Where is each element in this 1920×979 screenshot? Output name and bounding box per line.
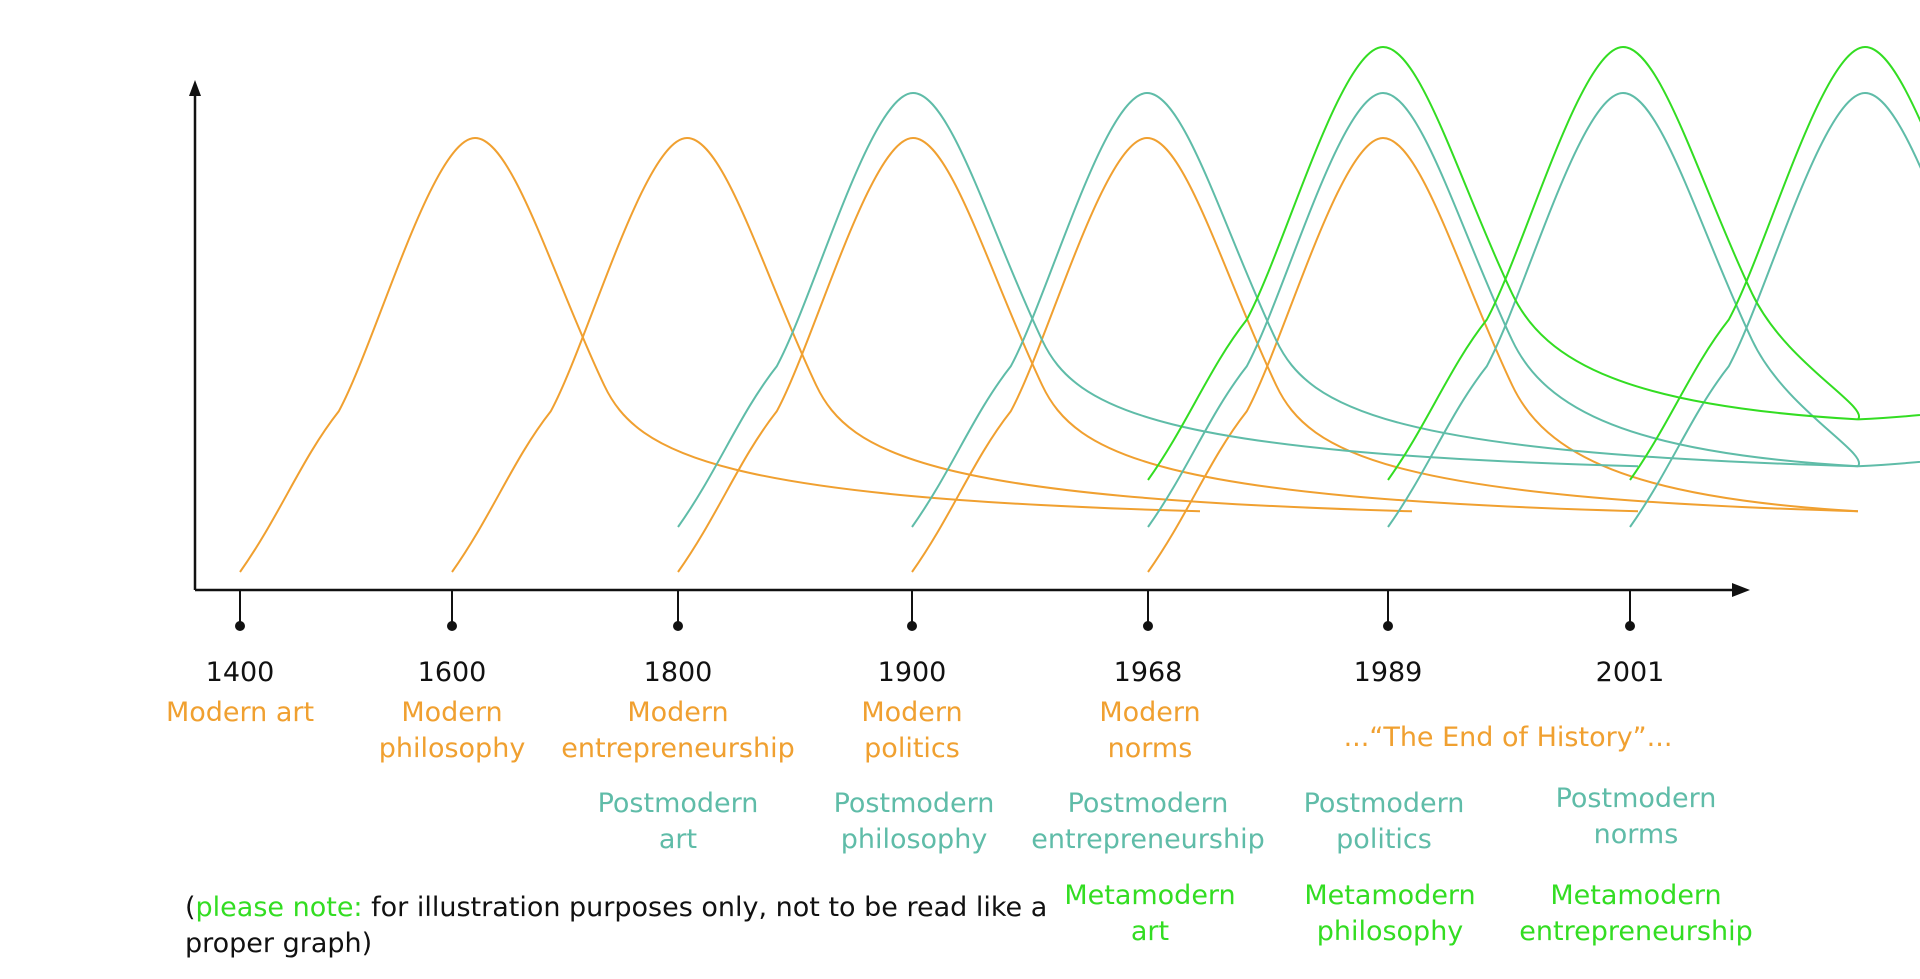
ticks-layer [235,590,1635,631]
curve-metamodern-entrepreneurship [1629,45,1920,481]
note-highlight: please note: [195,892,363,923]
modern-entrepreneurship-line-1: Modern [627,697,729,728]
curve-modern-politics [911,136,1859,573]
postmodern-philosophy-label: Postmodern philosophy [834,786,995,858]
y-axis-arrow [189,80,201,96]
tick-dot-1968 [1143,621,1153,631]
modern-politics-line-2: politics [864,733,960,764]
metamodern-philosophy-line-2: philosophy [1316,916,1464,947]
tick-dot-1800 [673,621,683,631]
note-open-paren: ( [185,892,196,923]
curve-modern-art [239,136,1201,573]
curve-metamodern-philosophy [1387,45,1861,481]
curve-modern-philosophy [451,136,1413,573]
modern-politics-label: Modern politics [861,695,962,767]
metamodern-art-label: Metamodern art [1064,878,1235,950]
curve-modern-norms [1147,136,1859,573]
postmodern-politics-label: Postmodern politics [1304,786,1465,858]
modern-entrepreneurship-line-2: entrepreneurship [561,733,795,764]
tick-dot-1900 [907,621,917,631]
postmodern-art-line-2: art [658,824,698,855]
postmodern-norms-line-1: Postmodern [1555,783,1717,814]
year-label-2001: 2001 [1595,657,1665,688]
modern-norms-label: Modern norms [1099,695,1200,767]
curves-layer [239,45,1920,573]
postmodern-entrepreneurship-line-2: entrepreneurship [1031,824,1265,855]
year-label-1800: 1800 [643,657,713,688]
postmodern-politics-line-1: Postmodern [1303,788,1465,819]
metamodern-entrepreneurship-line-1: Metamodern [1550,880,1722,911]
postmodern-art-label: Postmodern art [598,786,759,858]
year-label-1900: 1900 [877,657,947,688]
year-label-1400: 1400 [205,657,275,688]
tick-dot-2001 [1625,621,1635,631]
modern-philosophy-label: Modern philosophy [379,695,526,767]
modern-philosophy-line-1: Modern [401,697,503,728]
modern-norms-line-2: norms [1107,733,1193,764]
modern-art-label: Modern art [166,695,314,731]
modern-entrepreneurship-label: Modern entrepreneurship [561,695,794,767]
postmodern-philosophy-line-1: Postmodern [833,788,995,819]
metamodern-art-line-2: art [1130,916,1170,947]
metamodern-art-line-1: Metamodern [1064,880,1236,911]
curve-postmodern-philosophy [911,91,1859,528]
postmodern-entrepreneurship-label: Postmodern entrepreneurship [1031,786,1264,858]
illustration-note: (please note: for illustration purposes … [185,890,1047,962]
tick-dot-1400 [235,621,245,631]
curve-postmodern-politics [1387,91,1861,528]
x-axis-arrow [1732,583,1750,597]
modern-norms-line-1: Modern [1099,697,1201,728]
end-of-history-label: ...“The End of History”... [1343,722,1673,753]
postmodern-politics-line-2: politics [1336,824,1432,855]
note-line-1: (please note: for illustration purposes … [185,890,1047,926]
note-line-1-rest: for illustration purposes only, not to b… [362,892,1048,923]
postmodern-norms-line-2: norms [1593,819,1679,850]
note-line-2: proper graph) [185,928,373,959]
curve-postmodern-art [677,91,1639,528]
tick-dot-1600 [447,621,457,631]
year-label-1968: 1968 [1113,657,1183,688]
modern-philosophy-line-2: philosophy [378,733,526,764]
postmodern-art-line-1: Postmodern [597,788,759,819]
postmodern-norms-label: Postmodern norms [1556,781,1717,853]
tick-dot-1989 [1383,621,1393,631]
curve-metamodern-art [1147,45,1859,481]
curve-postmodern-entrepreneurship [1147,91,1859,528]
metamodern-entrepreneurship-label: Metamodern entrepreneurship [1519,878,1752,950]
metamodern-entrepreneurship-line-2: entrepreneurship [1519,916,1753,947]
metamodern-philosophy-line-1: Metamodern [1304,880,1476,911]
year-label-1600: 1600 [417,657,487,688]
modern-art-line-1: Modern art [165,697,315,728]
year-label-1989: 1989 [1353,657,1423,688]
postmodern-entrepreneurship-line-1: Postmodern [1067,788,1229,819]
modern-politics-line-1: Modern [861,697,963,728]
curve-modern-entrepreneurship [677,136,1639,573]
curve-postmodern-norms [1629,91,1920,528]
axes-layer [189,80,1750,597]
postmodern-philosophy-line-2: philosophy [840,824,988,855]
metamodern-philosophy-label: Metamodern philosophy [1304,878,1475,950]
